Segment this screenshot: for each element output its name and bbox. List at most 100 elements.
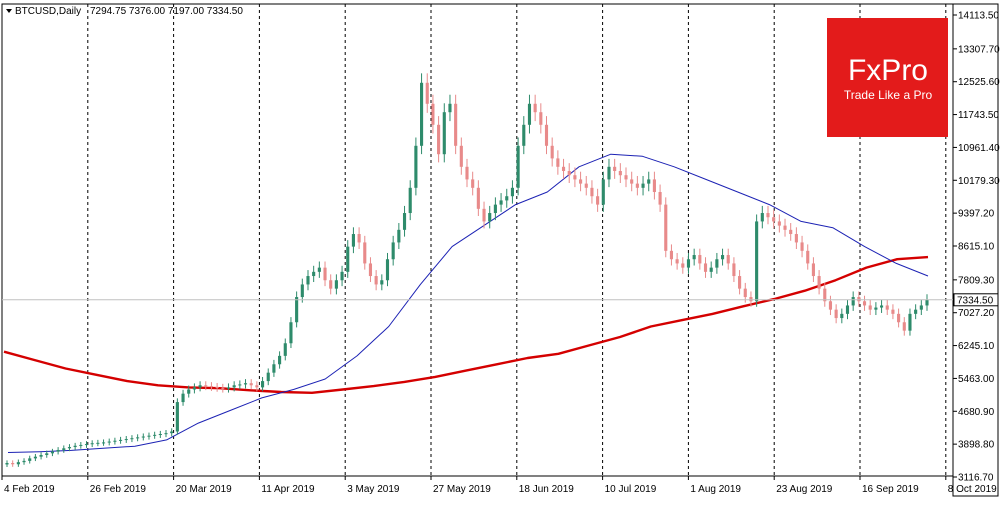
candle: [823, 282, 827, 307]
candle: [845, 300, 850, 320]
candle: [766, 205, 770, 225]
candle-body: [300, 284, 304, 298]
candle: [16, 459, 20, 467]
candle-body: [800, 242, 804, 251]
candle: [726, 248, 730, 270]
candle-body: [732, 263, 736, 277]
candle-body: [266, 372, 270, 382]
candle: [613, 158, 617, 179]
candle-body: [652, 179, 656, 193]
candle: [891, 304, 895, 320]
x-tick-label: 11 Apr 2019: [261, 484, 315, 495]
candle: [698, 248, 702, 270]
candle: [720, 248, 725, 266]
candle: [391, 235, 395, 266]
candle: [153, 431, 157, 439]
candle-body: [760, 213, 764, 222]
candle-body: [255, 385, 259, 388]
candle-body: [584, 183, 588, 188]
candle: [260, 376, 265, 392]
candle: [402, 205, 407, 237]
candle: [209, 382, 214, 391]
candle: [914, 304, 918, 320]
dropdown-triangle-icon[interactable]: [6, 9, 12, 13]
candle: [840, 308, 844, 324]
candle-body: [465, 166, 469, 180]
candle-body: [834, 309, 838, 319]
candle: [380, 274, 384, 291]
logo-brand: FxPro: [848, 54, 928, 87]
candle: [681, 257, 685, 274]
candle: [471, 171, 475, 196]
candle-body: [857, 297, 861, 302]
candle-body: [533, 103, 537, 113]
x-tick-label: 16 Sep 2019: [862, 484, 919, 495]
candle: [170, 428, 174, 437]
candle-body: [601, 179, 605, 205]
candle: [79, 441, 83, 449]
candle: [28, 455, 32, 464]
candle-body: [226, 387, 231, 389]
candle: [919, 300, 923, 316]
candle-body: [107, 441, 111, 443]
candle: [465, 158, 469, 188]
candle-body: [828, 301, 833, 310]
candle: [794, 227, 798, 250]
candle: [329, 274, 333, 295]
candle: [385, 252, 390, 287]
candle-body: [346, 246, 350, 272]
candle: [437, 116, 441, 163]
candle-body: [794, 234, 798, 243]
candle-body: [698, 255, 702, 264]
candle-body: [113, 440, 117, 442]
candle-body: [897, 313, 901, 323]
candle-body: [141, 436, 145, 438]
candle: [147, 432, 151, 440]
candle-body: [124, 439, 128, 441]
candle-body: [459, 145, 463, 167]
candle: [192, 383, 196, 394]
candle: [624, 167, 628, 188]
candle-body: [556, 158, 560, 167]
candle: [709, 261, 713, 278]
candle: [749, 291, 753, 307]
candle: [601, 171, 605, 212]
candle-body: [885, 305, 889, 310]
candle-body: [329, 280, 333, 289]
candle: [11, 460, 15, 467]
candle-body: [738, 276, 742, 289]
candle: [119, 436, 123, 444]
candle: [33, 453, 37, 462]
candle-body: [567, 171, 571, 176]
candle: [686, 252, 691, 274]
candle: [789, 223, 793, 241]
ma-fast-line: [7, 153, 929, 453]
candle: [425, 73, 429, 113]
candle: [596, 188, 600, 212]
candle-body: [635, 183, 639, 188]
price-marker: 7334.50: [2, 293, 999, 307]
candle: [584, 175, 588, 196]
candle: [158, 430, 162, 438]
candle: [101, 439, 106, 446]
candle: [857, 291, 861, 307]
candle-body: [573, 175, 577, 180]
candle-body: [783, 225, 787, 230]
price-marker-text: 7334.50: [957, 295, 994, 306]
candle: [630, 171, 634, 192]
y-tick-label: 13307.70: [958, 44, 1000, 55]
candle-body: [880, 305, 884, 308]
candle-body: [499, 200, 503, 205]
candle: [783, 218, 787, 237]
candle: [828, 295, 833, 316]
candle-body: [130, 438, 134, 440]
y-tick-label: 3898.80: [958, 440, 995, 451]
candle-body: [618, 171, 622, 176]
candle: [232, 381, 236, 392]
candle-body: [726, 255, 730, 264]
candle-body: [630, 179, 634, 184]
candle: [652, 171, 656, 200]
candle-body: [368, 263, 373, 277]
x-tick-label: 20 Mar 2019: [176, 484, 233, 495]
candle: [204, 381, 208, 391]
